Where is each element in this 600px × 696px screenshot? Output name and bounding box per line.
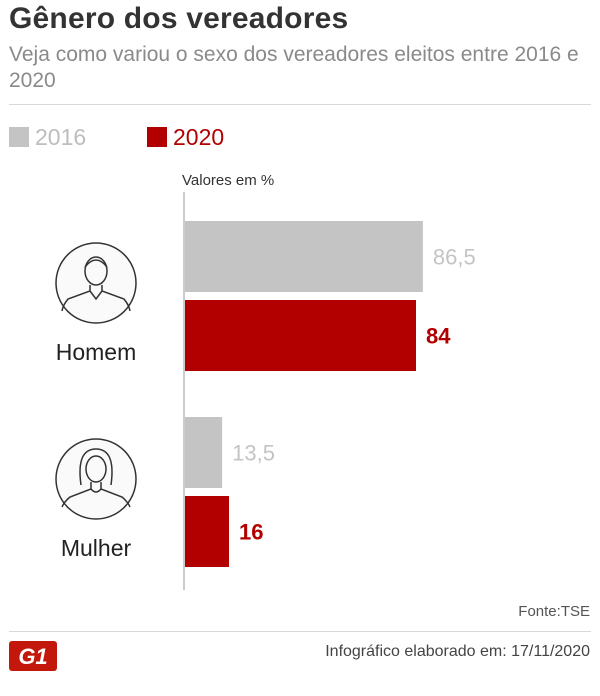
icon-head — [84, 256, 108, 286]
icon-hair — [79, 448, 113, 486]
bar-mulher-2016 — [185, 417, 223, 488]
value-label-mulher-2020: 16 — [239, 520, 263, 545]
credit-note: Infográfico elaborado em: 17/11/2020 — [325, 643, 590, 660]
icon-head — [85, 455, 107, 483]
bar-homem-2016 — [185, 221, 423, 292]
bar-chart: Homem Mulher 86,5 84 13,5 16 — [55, 192, 476, 590]
header-divider — [9, 104, 591, 105]
legend-item-2016: 2016 — [9, 124, 86, 150]
unit-label: Valores em % — [182, 172, 275, 189]
bar-mulher-2020 — [185, 496, 229, 567]
icon-circle — [55, 242, 137, 324]
value-label-homem-2016: 86,5 — [433, 245, 476, 270]
value-label-mulher-2016: 13,5 — [232, 441, 275, 466]
legend-swatch-2016 — [9, 127, 29, 147]
legend-label-2016: 2016 — [35, 124, 87, 150]
category-label-mulher: Mulher — [61, 535, 132, 561]
icon-circle — [55, 438, 137, 520]
bar-homem-2020 — [185, 300, 416, 371]
legend-label-2020: 2020 — [173, 124, 225, 150]
man-icon — [55, 242, 137, 324]
icon-hair — [84, 259, 108, 268]
source-note: Fonte:TSE — [518, 603, 590, 620]
legend-item-2020: 2020 — [147, 124, 224, 150]
icon-shoulders — [61, 482, 131, 508]
category-label-homem: Homem — [56, 339, 137, 365]
g1-logo-background — [9, 641, 57, 671]
footer-divider — [9, 631, 591, 632]
chart-title: Gênero dos vereadores — [9, 2, 349, 35]
value-label-homem-2020: 84 — [426, 324, 451, 349]
g1-logo-text: G1 — [18, 644, 47, 669]
g1-logo: G1 — [9, 641, 57, 671]
chart-subtitle: Veja como variou o sexo dos vereadores e… — [9, 43, 579, 92]
icon-shoulders — [61, 285, 131, 312]
woman-icon — [55, 438, 137, 520]
legend-swatch-2020 — [147, 127, 167, 147]
